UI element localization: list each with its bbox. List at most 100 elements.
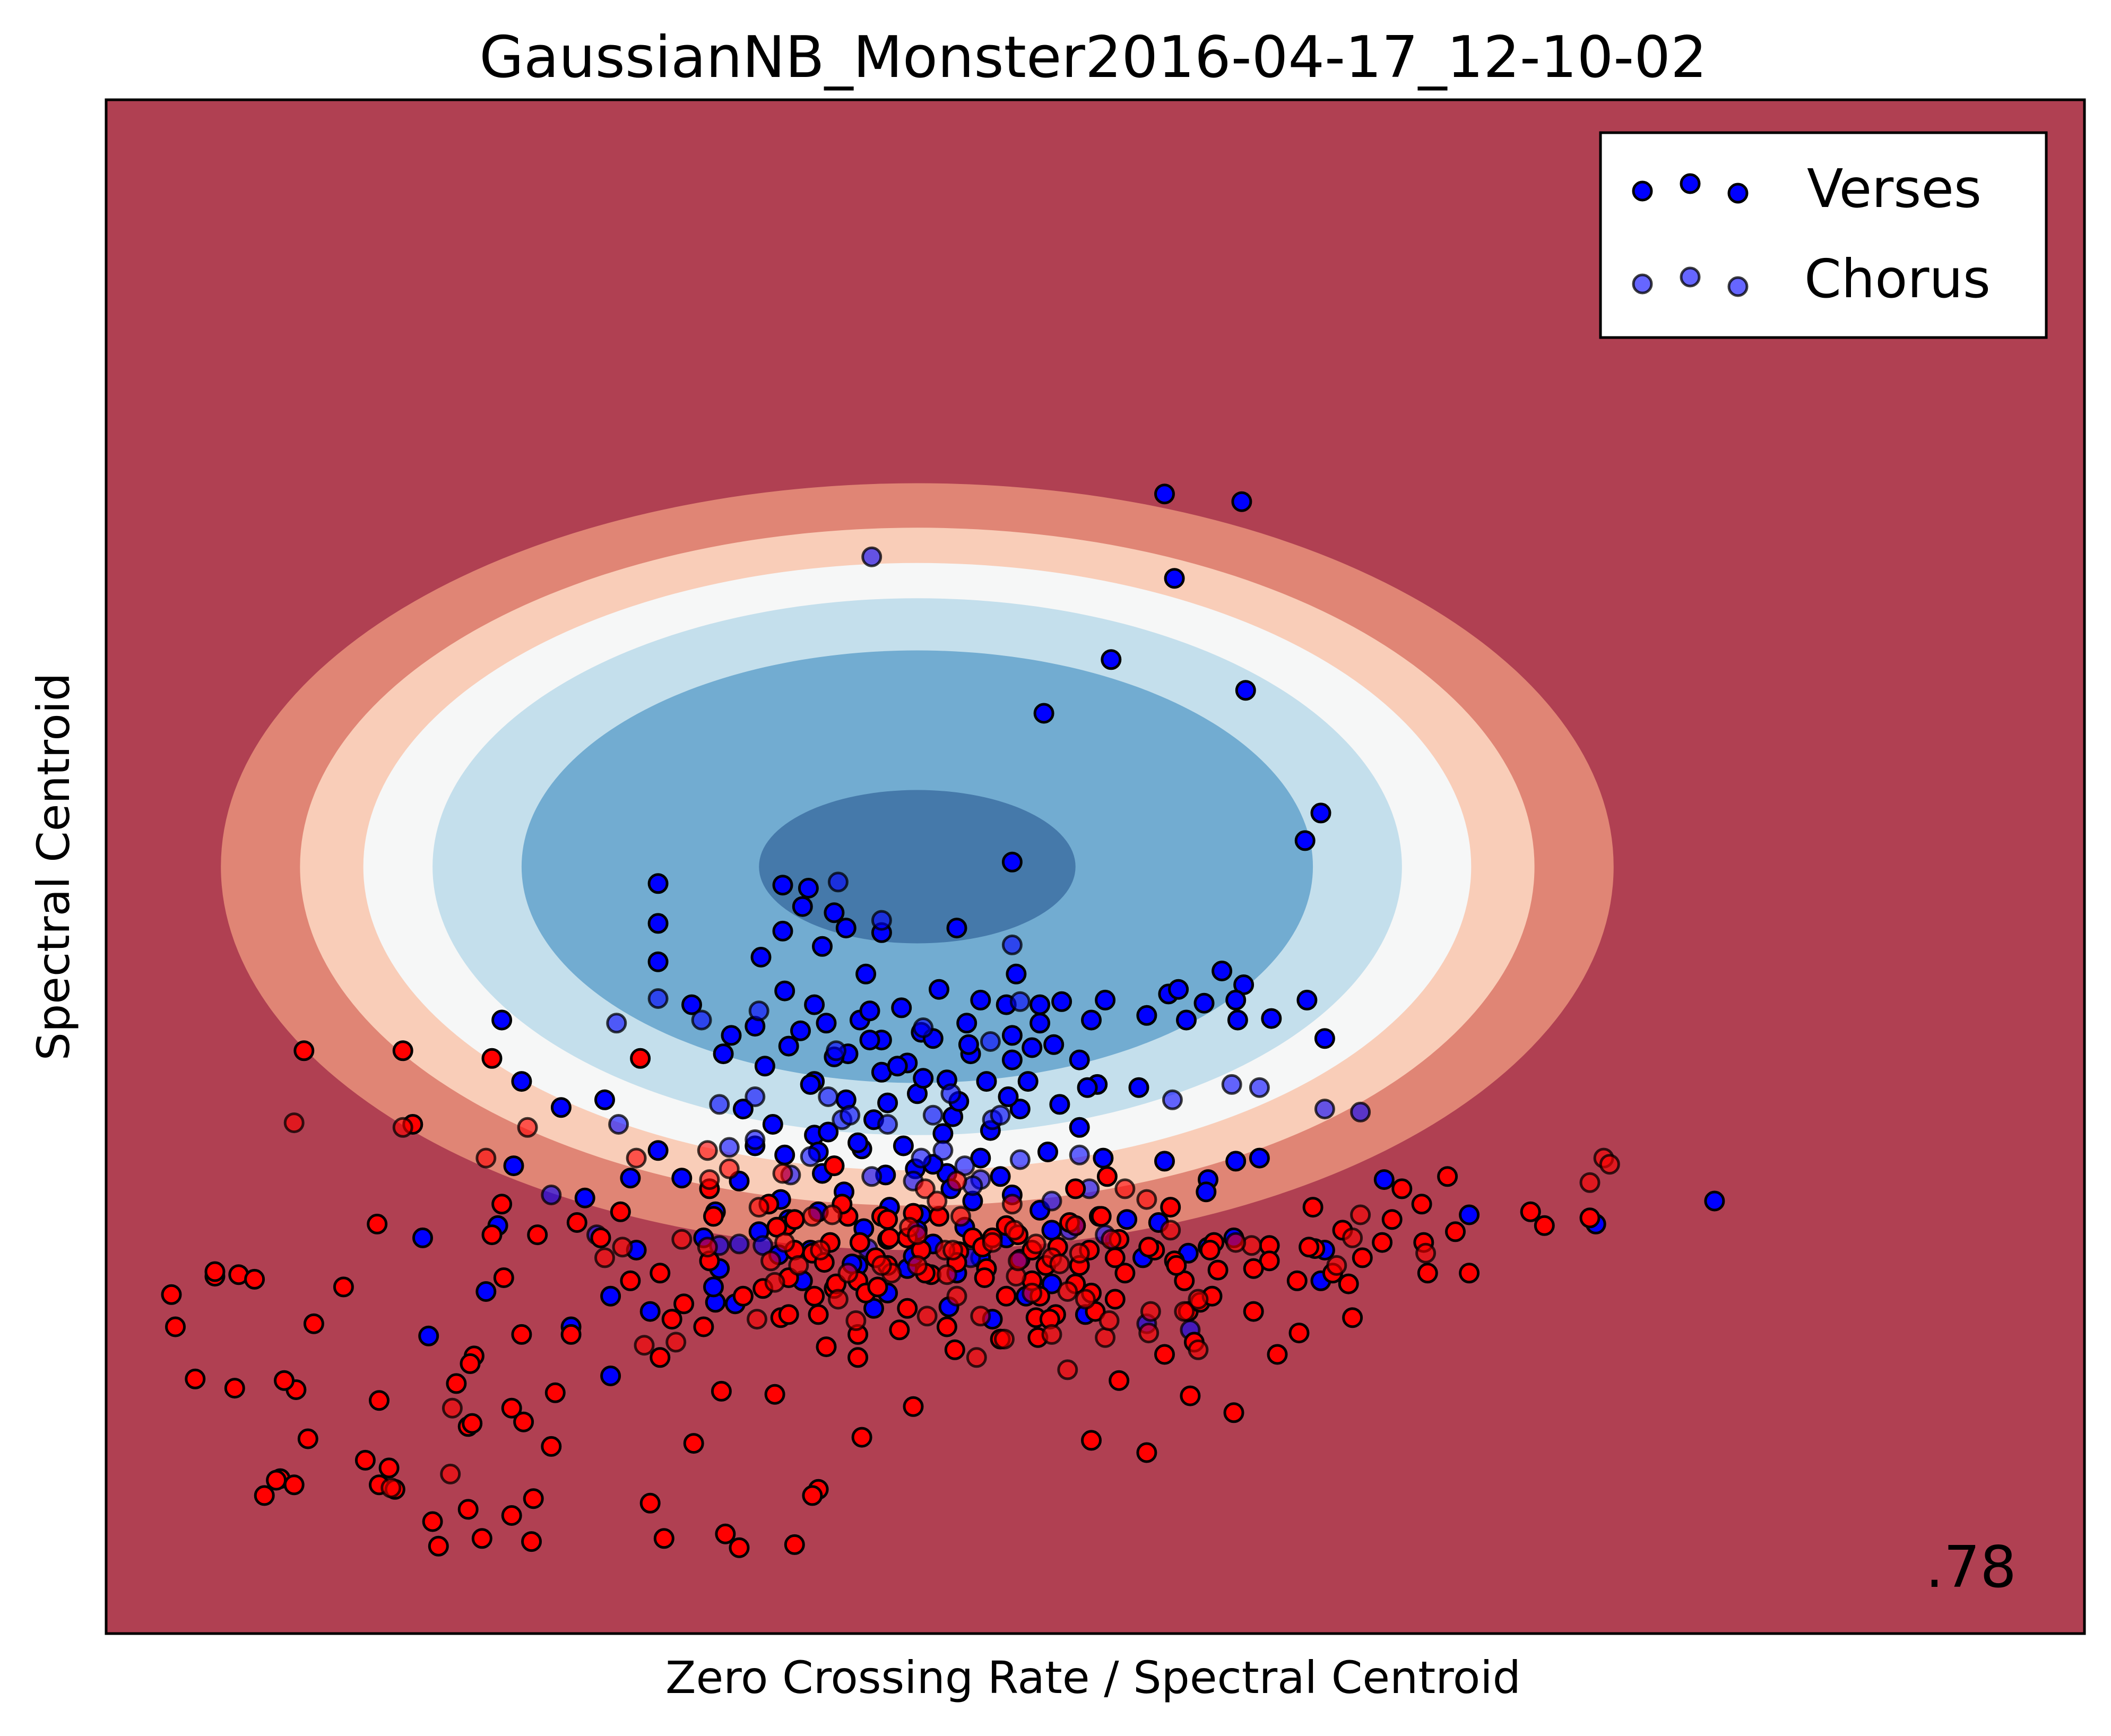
point-s0-110: [713, 1043, 734, 1065]
point-s0-21: [812, 936, 833, 957]
point-s3-0: [283, 1112, 305, 1134]
point-s0-15: [647, 913, 669, 934]
point-s2-144: [1096, 1166, 1118, 1187]
point-s0-66: [859, 1030, 880, 1051]
point-s2-22: [1286, 1270, 1308, 1291]
score-label: .78: [1925, 1534, 2017, 1601]
point-s3-69: [936, 1264, 957, 1285]
point-s2-33: [1114, 1263, 1136, 1284]
point-s3-65: [760, 1250, 782, 1272]
point-s2-63: [1199, 1240, 1221, 1260]
point-s0-55: [956, 1013, 977, 1034]
point-s2-117: [333, 1276, 354, 1298]
point-s0-132: [600, 1366, 621, 1386]
point-s1-31: [1041, 1190, 1062, 1212]
series-3: [283, 1112, 1620, 1498]
point-s2-68: [784, 1209, 805, 1230]
point-s1-6: [748, 1000, 769, 1022]
point-s0-36: [1176, 1009, 1197, 1031]
point-s2-113: [493, 1267, 514, 1288]
point-s0-81: [762, 1114, 783, 1135]
point-s2-112: [879, 1227, 900, 1248]
point-s2-21: [1299, 1237, 1320, 1258]
point-s3-59: [665, 1332, 687, 1353]
point-s0-141: [511, 1071, 532, 1092]
point-s3-32: [1075, 1289, 1096, 1310]
point-s2-174: [457, 1499, 479, 1520]
point-s2-81: [527, 1224, 548, 1246]
point-s2-191: [715, 1523, 736, 1544]
point-s3-15: [1326, 1255, 1347, 1276]
point-s2-116: [541, 1436, 562, 1457]
point-s0-9: [772, 875, 793, 896]
point-s3-71: [442, 1397, 463, 1419]
point-s0-157: [847, 1132, 869, 1153]
point-s1-34: [541, 1185, 562, 1205]
point-s2-103: [1138, 1237, 1160, 1258]
point-s0-148: [1029, 994, 1051, 1015]
point-s2-190: [653, 1528, 674, 1549]
point-s2-69: [673, 1293, 695, 1315]
point-s0-194: [503, 1155, 524, 1177]
point-s2-118: [367, 1213, 388, 1234]
legend-marker-verses: [1632, 173, 1749, 204]
point-s2-151: [1081, 1430, 1102, 1451]
point-s1-52: [840, 1104, 861, 1126]
point-s2-194: [274, 1370, 295, 1391]
point-s2-135: [1534, 1215, 1555, 1236]
legend-dot-0-2: [1727, 183, 1749, 204]
point-s2-165: [460, 1353, 481, 1374]
point-s2-160: [354, 1449, 376, 1471]
point-s2-155: [501, 1397, 522, 1419]
point-s3-13: [1136, 1189, 1157, 1210]
point-s0-122: [1154, 1151, 1175, 1172]
point-s0-37: [681, 994, 702, 1015]
point-s3-41: [802, 1206, 823, 1227]
point-s2-88: [778, 1304, 799, 1325]
point-s3-76: [827, 1289, 849, 1310]
point-s0-127: [1373, 1169, 1395, 1190]
point-s2-100: [703, 1206, 724, 1227]
point-s2-52: [481, 1224, 503, 1246]
point-s2-153: [1180, 1385, 1201, 1406]
point-s0-117: [671, 1168, 693, 1189]
point-s0-3: [1101, 649, 1122, 670]
point-s0-193: [859, 1000, 880, 1022]
point-s0-16: [946, 918, 967, 939]
plot-frame: [105, 98, 2086, 1635]
point-s3-62: [845, 1310, 867, 1331]
point-s0-24: [1006, 963, 1027, 984]
point-s2-175: [501, 1505, 522, 1526]
point-s3-33: [1095, 1327, 1116, 1348]
point-s2-137: [877, 1209, 898, 1230]
point-s0-67: [778, 1035, 799, 1057]
point-s2-44: [996, 1285, 1017, 1307]
point-s3-50: [475, 1147, 497, 1169]
point-s3-35: [1138, 1323, 1160, 1344]
point-s2-186: [283, 1474, 305, 1496]
point-s3-79: [1174, 1301, 1195, 1322]
point-s2-120: [204, 1261, 226, 1282]
point-s0-104: [639, 1301, 661, 1322]
legend-label-verses: Verses: [1807, 158, 1982, 220]
point-s2-146: [1391, 1178, 1413, 1199]
point-s0-62: [976, 1071, 997, 1092]
point-s3-58: [747, 1309, 767, 1330]
point-s2-170: [523, 1488, 544, 1509]
point-s0-114: [647, 1140, 669, 1161]
point-s0-152: [998, 1086, 1019, 1107]
point-s3-4: [697, 1140, 718, 1161]
point-s0-33: [1314, 1028, 1335, 1049]
point-s2-139: [610, 1201, 631, 1222]
point-s2-171: [254, 1485, 275, 1506]
legend-label-chorus: Chorus: [1804, 248, 1991, 310]
point-s2-70: [560, 1324, 582, 1345]
point-s3-81: [699, 1169, 720, 1190]
point-s0-111: [754, 1056, 775, 1077]
point-s0-149: [774, 1144, 795, 1165]
point-s0-30: [1193, 992, 1215, 1014]
point-s2-180: [378, 1457, 400, 1479]
point-s3-78: [942, 1240, 964, 1260]
point-s0-120: [1001, 1049, 1023, 1070]
